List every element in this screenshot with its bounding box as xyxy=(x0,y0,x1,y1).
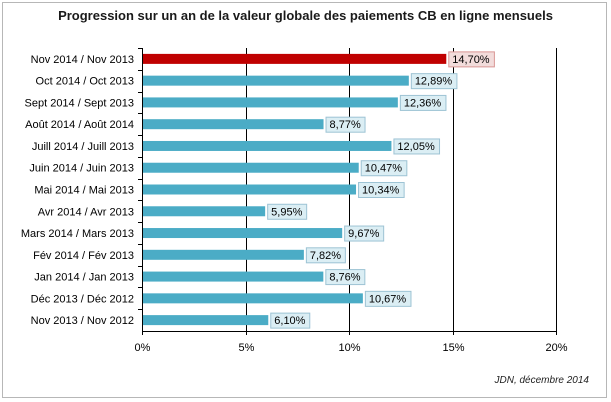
bar xyxy=(143,293,363,304)
data-label-box xyxy=(305,247,346,264)
data-label-box xyxy=(267,203,308,220)
chart-title: Progression sur un an de la valeur globa… xyxy=(58,8,553,23)
category-label: Oct 2014 / Oct 2013 xyxy=(36,76,134,88)
data-label: 10,67% xyxy=(369,293,407,305)
bar xyxy=(143,119,324,130)
data-label-box xyxy=(325,116,366,133)
data-label-box xyxy=(399,94,447,111)
bar xyxy=(143,53,447,64)
data-label: 10,34% xyxy=(362,185,400,197)
x-tick-label: 5% xyxy=(239,342,255,354)
bar xyxy=(143,271,324,282)
data-label: 8,76% xyxy=(329,272,360,284)
bar xyxy=(143,140,392,151)
data-label: 5,95% xyxy=(271,206,302,218)
bar xyxy=(143,184,357,195)
category-label: Nov 2013 / Nov 2012 xyxy=(31,315,134,327)
data-label-box xyxy=(270,312,311,329)
data-label-box xyxy=(360,160,408,177)
x-tick-label: 10% xyxy=(338,342,360,354)
data-label: 7,82% xyxy=(310,250,341,262)
category-label: Mars 2014 / Mars 2013 xyxy=(21,228,134,240)
bar xyxy=(143,162,359,173)
category-label: Jan 2014 / Jan 2013 xyxy=(34,272,134,284)
bar xyxy=(143,97,398,108)
data-label: 12,36% xyxy=(404,97,442,109)
category-label: Fév 2014 / Fév 2013 xyxy=(33,250,134,262)
data-label-box xyxy=(325,269,366,286)
data-label-box xyxy=(364,290,412,307)
x-tick-label: 0% xyxy=(135,342,151,354)
data-label: 12,05% xyxy=(397,141,435,153)
bar xyxy=(143,206,266,217)
data-label: 9,67% xyxy=(348,228,379,240)
category-label: Août 2014 / Août 2014 xyxy=(25,119,134,131)
data-label: 14,70% xyxy=(452,54,490,66)
bar xyxy=(143,249,304,260)
data-label-box xyxy=(344,225,385,242)
x-tick-label: 20% xyxy=(545,342,567,354)
bar xyxy=(143,228,343,239)
source-note: JDN, décembre 2014 xyxy=(494,375,590,386)
data-label: 10,47% xyxy=(365,163,403,175)
data-label: 8,77% xyxy=(330,119,361,131)
x-tick-label: 15% xyxy=(442,342,464,354)
data-label-box xyxy=(448,51,495,68)
data-label: 6,10% xyxy=(274,315,305,327)
bar xyxy=(143,75,409,86)
category-label: Avr 2014 / Avr 2013 xyxy=(38,206,134,218)
category-label: Nov 2014 / Nov 2013 xyxy=(31,54,134,66)
category-label: Mai 2014 / Mai 2013 xyxy=(34,185,134,197)
data-label-box xyxy=(410,73,458,90)
category-label: Juin 2014 / Juin 2013 xyxy=(29,163,134,175)
data-label-box xyxy=(358,182,405,198)
data-label-box xyxy=(393,138,441,155)
bar xyxy=(143,315,269,326)
category-label: Juill 2014 / Juill 2013 xyxy=(32,141,134,153)
category-label: Sept 2014 / Sept 2013 xyxy=(25,97,134,109)
data-label: 12,89% xyxy=(415,76,453,88)
category-label: Déc 2013 / Déc 2012 xyxy=(31,293,134,305)
